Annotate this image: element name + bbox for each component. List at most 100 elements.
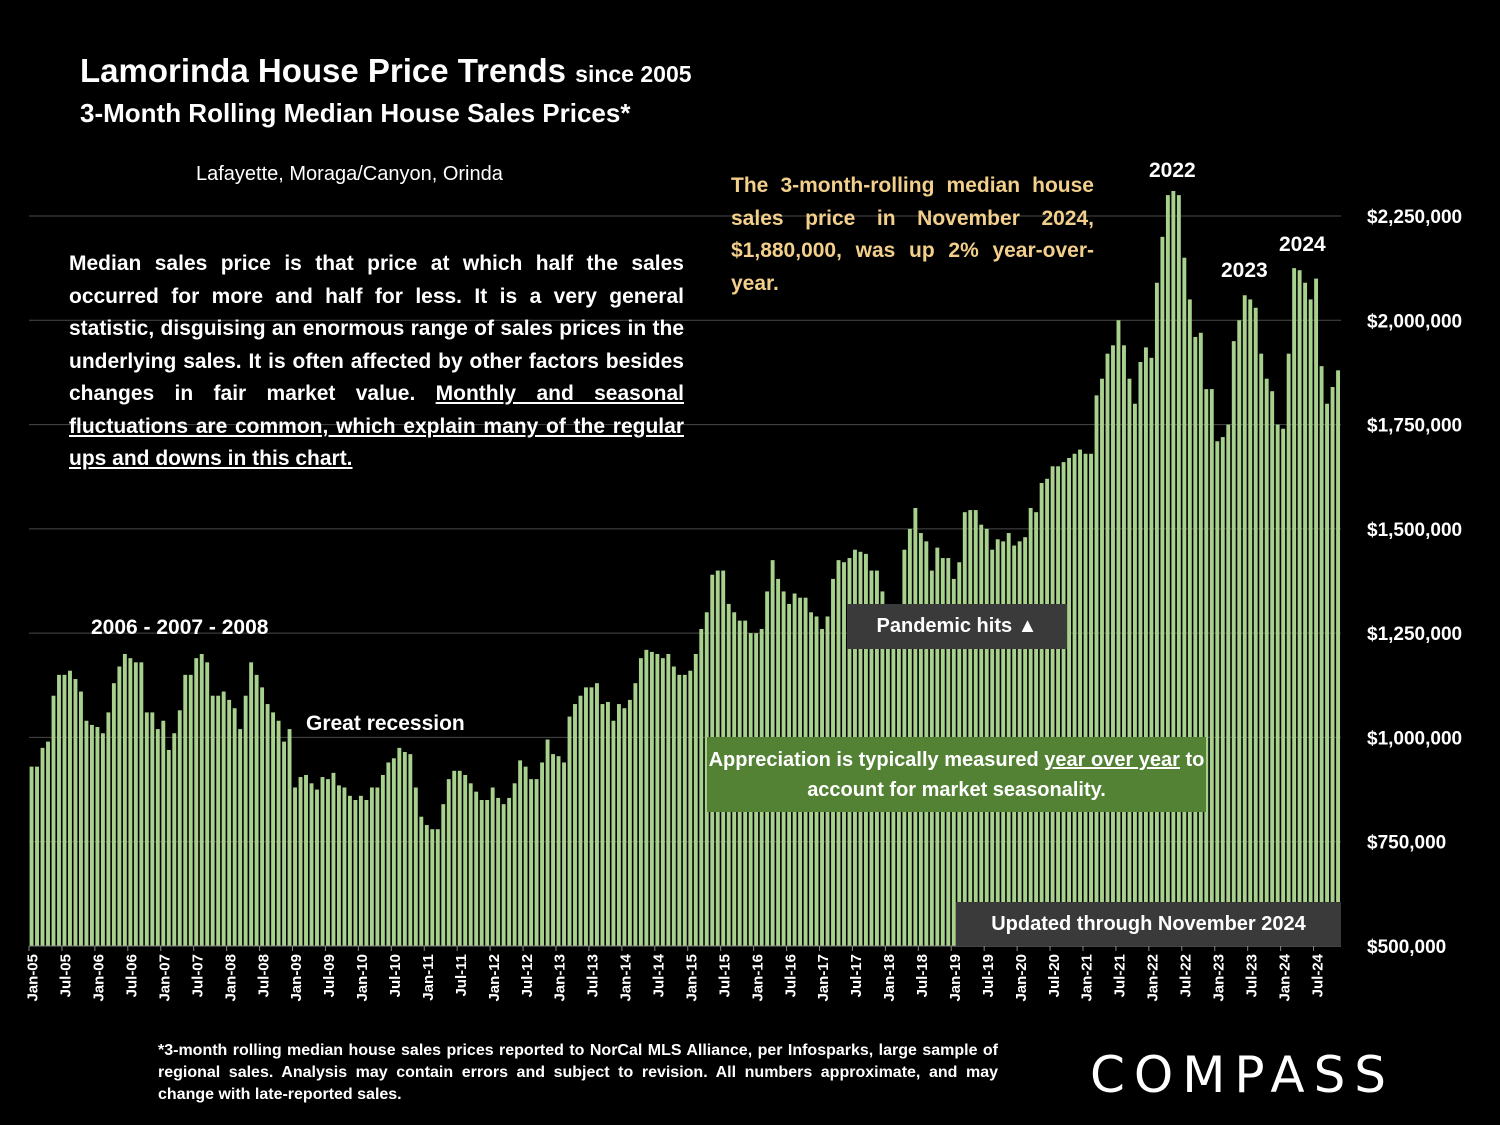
november-callout: The 3-month-rolling median house sales p…: [731, 174, 1094, 295]
bar: [638, 658, 643, 946]
bar: [457, 770, 462, 946]
title-main: Lamorinda House Price Trends: [80, 52, 566, 89]
bar: [133, 662, 138, 946]
note-underlined-text: Monthly and seasonal fluctuations are co…: [69, 382, 684, 470]
bar: [1050, 466, 1055, 946]
bar: [1231, 341, 1236, 946]
x-tick-label: Jan-10: [354, 954, 371, 1002]
bar: [380, 774, 385, 946]
bar: [227, 699, 232, 946]
bar: [166, 749, 171, 946]
compass-logo: COMPASS: [1090, 1046, 1396, 1104]
bar: [595, 683, 599, 946]
bar: [962, 512, 967, 946]
bar: [490, 787, 495, 946]
x-tick-label: Jul-06: [124, 954, 141, 997]
bar: [402, 752, 407, 946]
x-tick-label: Jul-07: [189, 954, 206, 997]
bar: [353, 800, 358, 946]
bar: [1297, 270, 1302, 947]
bar: [1122, 345, 1126, 946]
y-tick-label: $500,000: [1367, 937, 1446, 958]
bar: [386, 762, 391, 946]
bar: [627, 699, 632, 946]
bar: [1089, 453, 1093, 946]
bar: [1308, 299, 1313, 946]
appreciation-text-2: to account for market seasonality.: [807, 749, 1205, 801]
bar: [1160, 236, 1165, 947]
bar: [545, 739, 550, 946]
annotation-2023: 2023: [1221, 259, 1268, 282]
bar-chart: $500,000 $750,000 $1,000,000 $1,250,000 $1,5…: [25, 190, 1462, 1002]
bar: [1264, 378, 1269, 946]
x-tick-label: Jan-05: [25, 954, 42, 1002]
y-tick-label: $1,000,000: [1367, 728, 1462, 749]
bar: [1226, 424, 1231, 946]
bar: [161, 720, 166, 946]
bar: [633, 683, 638, 946]
bar: [529, 779, 534, 946]
bar: [518, 760, 523, 946]
y-tick-label: $1,250,000: [1367, 624, 1462, 645]
bar: [1034, 512, 1039, 946]
x-tick-label: Jan-16: [749, 954, 766, 1002]
bar: [1330, 387, 1335, 946]
bar: [117, 666, 122, 946]
x-tick-label: Jan-20: [1013, 954, 1030, 1002]
bar: [913, 508, 918, 946]
bar: [973, 510, 978, 946]
bar: [183, 674, 188, 946]
bar: [375, 787, 380, 946]
bar: [188, 674, 193, 946]
annotation-2022: 2022: [1149, 159, 1196, 182]
region-label: Lafayette, Moraga/Canyon, Orinda: [196, 163, 503, 185]
bar: [243, 695, 248, 946]
bar: [600, 704, 605, 946]
bar: [584, 687, 588, 946]
x-tick-label: Jul-23: [1243, 954, 1260, 997]
updated-label: Updated through November 2024: [956, 902, 1341, 946]
bar: [413, 787, 418, 946]
bar: [968, 510, 973, 946]
bar: [693, 654, 698, 946]
bar: [1149, 357, 1154, 947]
bar: [660, 658, 665, 946]
bar: [468, 783, 473, 946]
bar: [1303, 282, 1308, 946]
x-axis: Jan-05 Jul-05 Jan-06 Jul-06 Jan-07 Jul-07 Jan-…: [25, 945, 1341, 1002]
y-tick-label: $1,750,000: [1367, 416, 1462, 437]
bar: [606, 701, 610, 946]
x-tick-label: Jan-21: [1079, 954, 1096, 1002]
bar: [232, 708, 237, 946]
x-tick-label: Jan-13: [552, 954, 569, 1002]
bar: [1220, 437, 1225, 946]
bar: [391, 758, 396, 946]
bar: [611, 720, 616, 946]
bar: [556, 756, 561, 946]
x-tick-label: Jul-11: [453, 954, 470, 997]
bar: [688, 670, 693, 946]
chart-title: Lamorinda House Price Trends since 2005: [80, 52, 692, 90]
bar: [616, 704, 621, 946]
bar: [1138, 362, 1143, 946]
x-tick-label: Jan-08: [222, 954, 239, 1002]
bar: [1286, 353, 1291, 946]
x-tick-label: Jul-16: [782, 954, 799, 997]
bar: [1078, 449, 1082, 946]
bar: [199, 654, 204, 946]
bar: [1281, 428, 1286, 946]
x-tick-label: Jan-14: [618, 953, 635, 1001]
bar: [704, 612, 709, 946]
bar: [144, 712, 149, 946]
bar: [1198, 332, 1203, 946]
bar: [106, 712, 111, 946]
bar: [1171, 190, 1176, 947]
bar: [1259, 353, 1264, 946]
bar: [682, 674, 687, 946]
appreciation-note: Appreciation is typically measured year …: [707, 737, 1206, 812]
bar: [1083, 453, 1088, 946]
bar: [1253, 307, 1258, 946]
bar: [649, 651, 654, 946]
x-tick-label: Jan-18: [881, 954, 898, 1002]
y-axis: $500,000 $750,000 $1,000,000 $1,250,000 $1,5…: [1367, 207, 1462, 958]
